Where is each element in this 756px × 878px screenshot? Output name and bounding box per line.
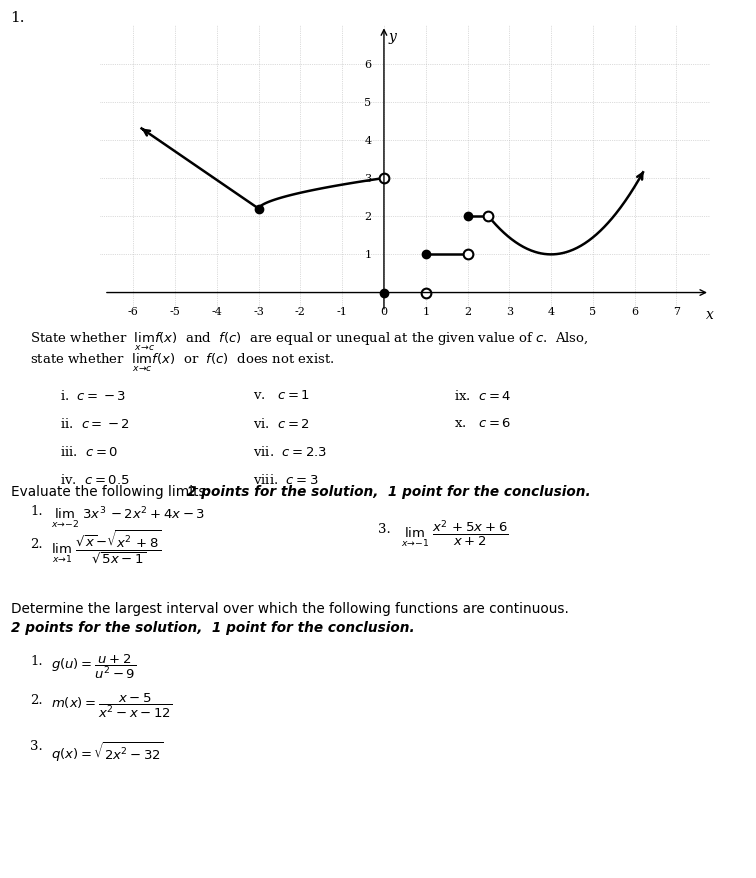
Text: 2 points for the solution,  1 point for the conclusion.: 2 points for the solution, 1 point for t… [187,485,591,499]
Text: vi.  $c = 2$: vi. $c = 2$ [253,416,311,430]
Text: $m(x) = \dfrac{x-5}{x^2-x-12}$: $m(x) = \dfrac{x-5}{x^2-x-12}$ [51,691,172,719]
Text: -4: -4 [212,306,222,317]
Text: $\lim_{x \to -2}\ 3x^3 - 2x^2 + 4x - 3$: $\lim_{x \to -2}\ 3x^3 - 2x^2 + 4x - 3$ [51,505,206,530]
Text: iii.  $c = 0$: iii. $c = 0$ [60,444,119,458]
Text: 1: 1 [364,250,371,260]
Text: 1.: 1. [30,654,43,667]
Text: 1.: 1. [30,505,43,518]
Text: 3.: 3. [30,739,43,752]
Text: 3: 3 [364,174,371,184]
Text: iv.  $c = 0.5$: iv. $c = 0.5$ [60,472,130,486]
Text: $g(u) = \dfrac{u+2}{u^2-9}$: $g(u) = \dfrac{u+2}{u^2-9}$ [51,651,137,680]
Text: i.  $c = -3$: i. $c = -3$ [60,388,126,402]
Text: 6: 6 [364,60,371,69]
Text: state whether  $\lim_{x \to c} f(x)$  or  $f(c)$  does not exist.: state whether $\lim_{x \to c} f(x)$ or $… [30,351,335,373]
Text: 4: 4 [364,136,371,146]
Text: viii.  $c = 3$: viii. $c = 3$ [253,472,319,486]
Text: 2: 2 [364,212,371,222]
Text: vii.  $c = 2.3$: vii. $c = 2.3$ [253,444,327,458]
Text: 7: 7 [673,306,680,317]
Text: Determine the largest interval over which the following functions are continuous: Determine the largest interval over whic… [11,601,569,615]
Text: x: x [705,307,714,321]
Text: 6: 6 [631,306,638,317]
Text: 5: 5 [590,306,596,317]
Text: v.   $c = 1$: v. $c = 1$ [253,388,311,401]
Text: 2 points for the solution,  1 point for the conclusion.: 2 points for the solution, 1 point for t… [11,621,414,635]
Text: 1: 1 [422,306,429,317]
Text: ii.  $c = -2$: ii. $c = -2$ [60,416,131,430]
Text: $\lim_{x \to -1}\ \dfrac{x^2+5x+6}{x+2}$: $\lim_{x \to -1}\ \dfrac{x^2+5x+6}{x+2}$ [401,518,508,549]
Text: 2: 2 [464,306,471,317]
Text: y: y [389,30,397,44]
Text: -3: -3 [253,306,264,317]
Text: -2: -2 [295,306,306,317]
Text: -6: -6 [128,306,138,317]
Text: x.   $c = 6$: x. $c = 6$ [454,416,511,429]
Text: State whether  $\lim_{x \to c} f(x)$  and  $f(c)$  are equal or unequal at the g: State whether $\lim_{x \to c} f(x)$ and … [30,331,589,353]
Text: $\lim_{x \to 1}\ \dfrac{\sqrt{x}-\sqrt{x^2+8}}{\sqrt{5x-1}}$: $\lim_{x \to 1}\ \dfrac{\sqrt{x}-\sqrt{x… [51,529,162,565]
Text: 0: 0 [380,306,388,317]
Text: 3.: 3. [378,522,391,536]
Text: 2.: 2. [30,537,43,551]
Text: 2.: 2. [30,694,43,707]
Text: $q(x) = \sqrt{2x^2-32}$: $q(x) = \sqrt{2x^2-32}$ [51,739,164,763]
Text: Evaluate the following limits:: Evaluate the following limits: [11,485,214,499]
Text: 1.: 1. [11,11,25,25]
Text: 5: 5 [364,97,371,108]
Text: ix.  $c = 4$: ix. $c = 4$ [454,388,511,402]
Text: -5: -5 [169,306,181,317]
Text: 3: 3 [506,306,513,317]
Text: -1: -1 [336,306,348,317]
Text: 4: 4 [547,306,555,317]
